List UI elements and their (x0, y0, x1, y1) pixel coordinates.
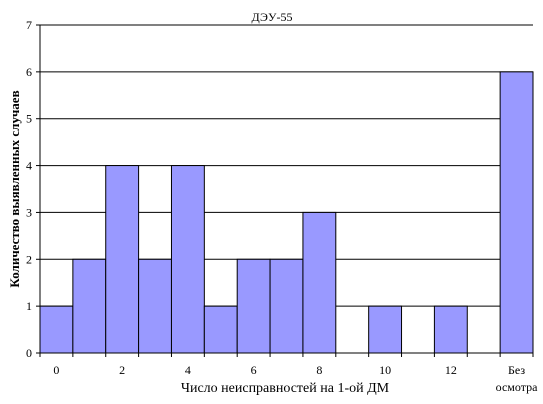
bar-1 (72, 258, 107, 354)
bar-7 (269, 258, 304, 354)
bar-5 (203, 305, 238, 354)
y-axis-title: Количество выявленных случаев (7, 90, 22, 287)
x-tick-label: 0 (53, 363, 59, 377)
x-tick-label: 4 (185, 363, 191, 377)
y-tick-label: 7 (26, 18, 32, 32)
bar-6 (236, 258, 271, 354)
y-tick-label: 6 (26, 65, 32, 79)
x-tick-label: Без осмотра (496, 363, 538, 394)
x-axis: 0 2 4 6 8 10 12 Без осмотра (39, 352, 538, 394)
y-axis: 0 1 2 3 4 5 6 7 (26, 18, 41, 360)
x-tick-label: 12 (445, 363, 457, 377)
bar-0 (39, 305, 74, 354)
y-axis-title-group: Количество выявленных случаев (7, 90, 22, 287)
bar-3 (138, 258, 172, 354)
x-axis-title: Число неисправностей на 1-ой ДМ (181, 381, 390, 396)
y-tick-label: 4 (26, 159, 32, 173)
x-tick-label: 10 (379, 363, 391, 377)
y-tick-label: 5 (26, 112, 32, 126)
y-tick-label: 0 (26, 346, 32, 360)
y-tick-label: 2 (26, 252, 32, 266)
x-tick-label: 2 (119, 363, 125, 377)
bar-Без-осмотра (499, 71, 534, 354)
bar-8 (302, 211, 337, 354)
y-tick-label: 3 (26, 205, 32, 219)
x-tick-label: 6 (251, 363, 257, 377)
bar-4 (170, 165, 205, 354)
y-tick-label: 1 (26, 299, 32, 313)
chart-title: ДЭУ-55 (252, 10, 293, 24)
x-tick-label: 8 (316, 363, 322, 377)
bar-2 (105, 165, 140, 354)
bar-10 (368, 305, 403, 354)
bar-12 (433, 305, 468, 354)
